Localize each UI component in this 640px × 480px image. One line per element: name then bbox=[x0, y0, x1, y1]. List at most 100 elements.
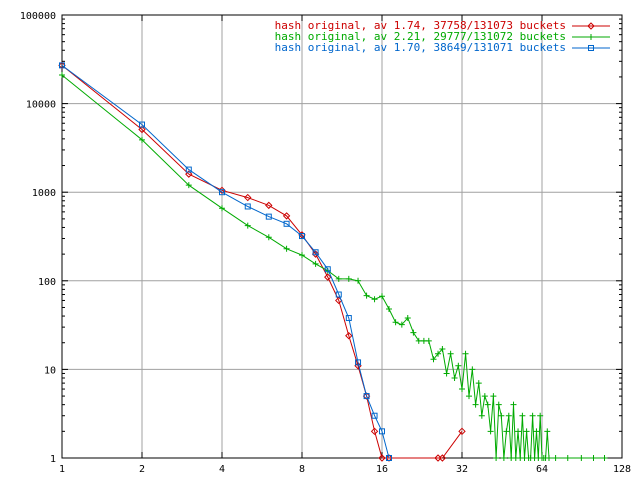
data-point bbox=[544, 428, 551, 435]
data-point bbox=[335, 275, 342, 282]
data-point bbox=[515, 428, 522, 435]
legend-entry: hash original, av 2.21, 29777/131072 buc… bbox=[275, 30, 610, 43]
data-point bbox=[59, 62, 65, 69]
data-point bbox=[139, 136, 145, 143]
data-point bbox=[324, 273, 332, 281]
data-point bbox=[523, 428, 530, 435]
data-point bbox=[438, 454, 447, 462]
data-point bbox=[552, 455, 559, 461]
data-point bbox=[500, 455, 507, 461]
data-point bbox=[505, 412, 512, 419]
grid-lines bbox=[62, 15, 622, 458]
data-point bbox=[590, 455, 597, 461]
data-point bbox=[355, 359, 362, 366]
data-point bbox=[185, 166, 192, 173]
legend: hash original, av 1.74, 37758/131073 buc… bbox=[275, 19, 610, 54]
data-point bbox=[537, 412, 544, 419]
series-line bbox=[61, 64, 390, 459]
data-point bbox=[370, 427, 379, 436]
data-point bbox=[484, 401, 491, 408]
data-point bbox=[265, 201, 273, 210]
data-point bbox=[244, 203, 251, 210]
data-point bbox=[481, 393, 488, 400]
data-point bbox=[475, 380, 482, 387]
x-tick-label: 32 bbox=[456, 464, 468, 475]
data-point bbox=[398, 321, 405, 328]
plot-frame bbox=[61, 14, 623, 459]
legend-label: hash original, av 2.21, 29777/131072 buc… bbox=[275, 30, 566, 43]
data-point bbox=[345, 332, 353, 340]
data-point bbox=[139, 121, 145, 128]
legend-entry: hash original, av 1.70, 38649/131071 buc… bbox=[275, 41, 610, 54]
data-point bbox=[312, 249, 319, 256]
axis-ticks: 1 2 4 8 16 32 64 128 1 10 100 1000 10000 100000 bbox=[20, 11, 631, 475]
x-tick-label: 8 bbox=[299, 464, 305, 475]
data-point bbox=[282, 212, 291, 220]
legend-label: hash original, av 1.70, 38649/131071 buc… bbox=[275, 41, 566, 54]
data-point bbox=[529, 412, 536, 419]
legend-entry: hash original, av 1.74, 37758/131073 buc… bbox=[275, 19, 610, 32]
x-tick-label: 1 bbox=[59, 464, 65, 475]
x-tick-label: 2 bbox=[139, 464, 145, 475]
series-line bbox=[61, 65, 463, 459]
data-point bbox=[138, 125, 146, 134]
x-tick-label: 16 bbox=[376, 464, 388, 475]
x-tick-label: 64 bbox=[536, 464, 548, 475]
data-point bbox=[588, 34, 594, 40]
data-point bbox=[439, 345, 446, 352]
data-point bbox=[378, 454, 386, 462]
data-point bbox=[265, 213, 272, 220]
data-point bbox=[425, 337, 432, 344]
data-point bbox=[519, 412, 526, 419]
data-point bbox=[363, 393, 370, 400]
data-point bbox=[564, 455, 571, 461]
data-point bbox=[495, 401, 502, 408]
data-point bbox=[312, 260, 319, 267]
data-point bbox=[578, 455, 585, 461]
data-point bbox=[385, 306, 392, 313]
data-point bbox=[430, 356, 437, 363]
data-point bbox=[601, 455, 608, 461]
data-point bbox=[465, 393, 472, 400]
data-point bbox=[545, 455, 552, 461]
x-tick-label: 4 bbox=[219, 464, 225, 475]
data-point bbox=[363, 292, 370, 299]
data-point bbox=[219, 189, 225, 196]
y-tick-label: 1000 bbox=[32, 188, 56, 199]
data-point bbox=[244, 193, 252, 202]
data-point bbox=[265, 234, 272, 241]
data-point bbox=[404, 315, 411, 322]
data-point bbox=[588, 45, 594, 51]
data-point bbox=[447, 350, 454, 357]
data-point bbox=[371, 296, 378, 303]
data-point bbox=[59, 72, 65, 79]
data-point bbox=[345, 275, 352, 282]
data-point bbox=[503, 428, 510, 435]
legend-label: hash original, av 1.74, 37758/131073 buc… bbox=[275, 19, 566, 32]
data-point bbox=[587, 22, 595, 30]
y-tick-label: 10 bbox=[44, 365, 56, 376]
y-tick-label: 100000 bbox=[20, 11, 56, 22]
data-point bbox=[185, 170, 193, 178]
data-point bbox=[324, 266, 331, 273]
data-point bbox=[379, 293, 385, 300]
data-point bbox=[510, 401, 517, 408]
data-point bbox=[443, 370, 450, 377]
data-point bbox=[379, 428, 385, 435]
data-point bbox=[283, 245, 290, 252]
series-2 bbox=[59, 72, 608, 461]
data-point bbox=[371, 412, 378, 419]
data-point bbox=[410, 329, 417, 336]
data-point bbox=[244, 222, 251, 229]
data-point bbox=[533, 428, 540, 435]
data-point bbox=[455, 362, 462, 369]
y-tick-label: 100 bbox=[38, 277, 56, 288]
data-point bbox=[185, 182, 192, 189]
data-point bbox=[493, 455, 500, 461]
data-point bbox=[435, 350, 442, 357]
series-line bbox=[61, 74, 605, 459]
data-point bbox=[490, 393, 497, 400]
data-point bbox=[299, 233, 305, 240]
y-tick-label: 1 bbox=[50, 454, 56, 465]
